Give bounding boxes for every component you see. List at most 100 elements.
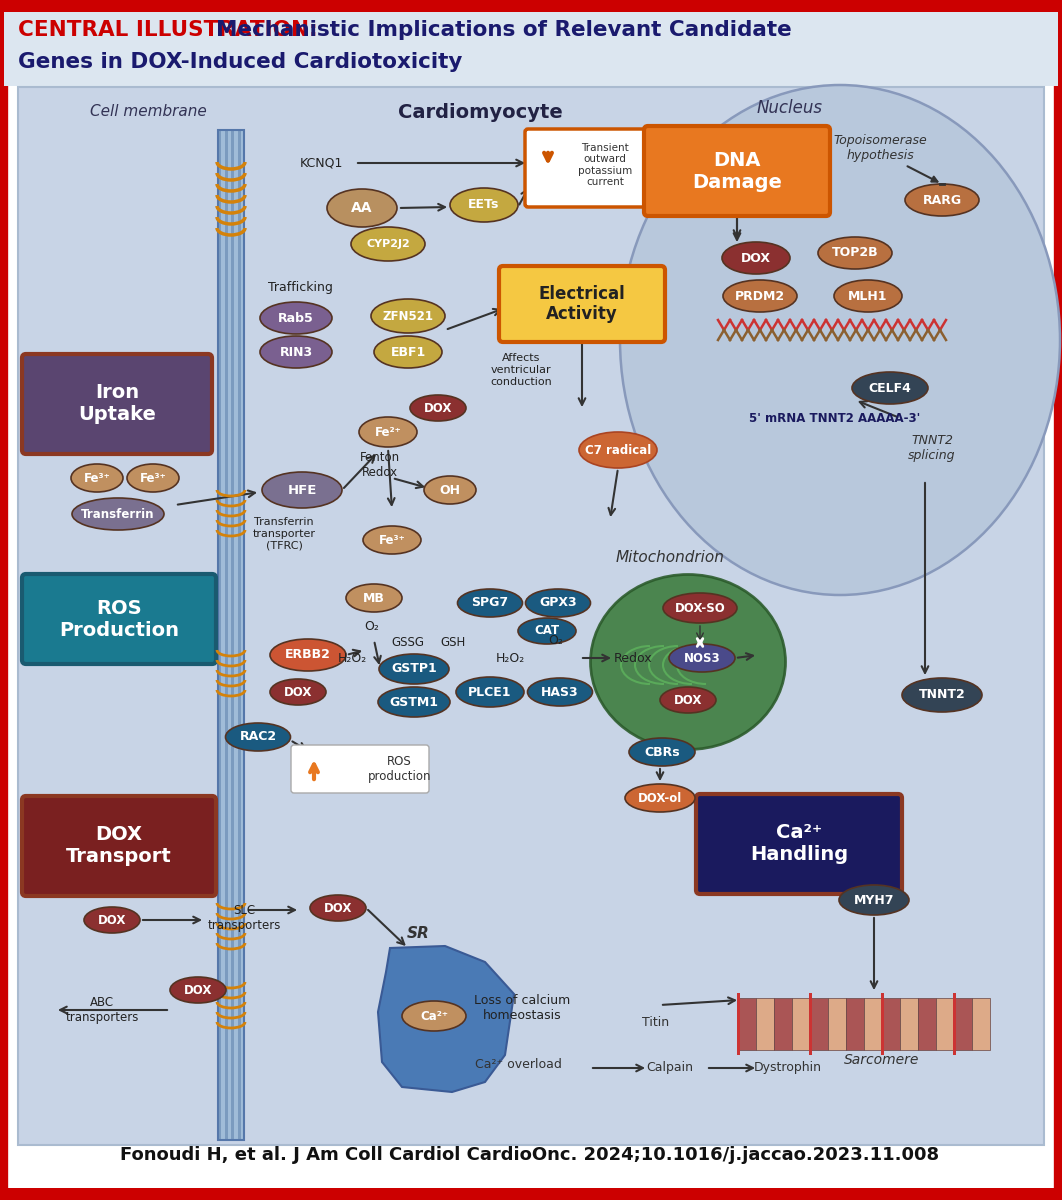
Text: HFE: HFE bbox=[288, 484, 316, 497]
Ellipse shape bbox=[663, 593, 737, 623]
Text: Fe²⁺: Fe²⁺ bbox=[375, 426, 401, 438]
Bar bbox=[737, 994, 740, 1055]
Text: GSTP1: GSTP1 bbox=[391, 662, 436, 676]
Bar bbox=[232, 130, 235, 1140]
Bar bbox=[221, 130, 224, 1140]
Ellipse shape bbox=[262, 472, 342, 508]
Text: Cell membrane: Cell membrane bbox=[89, 104, 206, 120]
Text: RAC2: RAC2 bbox=[239, 731, 276, 744]
Text: SPG7: SPG7 bbox=[472, 596, 509, 610]
Text: NOS3: NOS3 bbox=[684, 652, 720, 665]
Bar bbox=[936, 998, 954, 1050]
Ellipse shape bbox=[620, 85, 1060, 595]
Text: DOX: DOX bbox=[673, 694, 702, 707]
Text: Electrical
Activity: Electrical Activity bbox=[538, 284, 626, 323]
Text: Fe³⁺: Fe³⁺ bbox=[379, 534, 406, 546]
Text: Titin: Titin bbox=[643, 1015, 669, 1028]
Ellipse shape bbox=[818, 236, 892, 269]
Text: Mitochondrion: Mitochondrion bbox=[616, 551, 724, 565]
Text: PRDM2: PRDM2 bbox=[735, 289, 785, 302]
Bar bbox=[738, 998, 756, 1050]
Ellipse shape bbox=[352, 227, 425, 260]
Text: Ca²⁺ overload: Ca²⁺ overload bbox=[475, 1058, 562, 1072]
FancyBboxPatch shape bbox=[291, 745, 429, 793]
Bar bbox=[774, 998, 792, 1050]
Ellipse shape bbox=[225, 722, 291, 751]
Ellipse shape bbox=[456, 677, 524, 707]
Bar bbox=[18, 86, 1044, 1145]
Text: HAS3: HAS3 bbox=[542, 685, 579, 698]
Ellipse shape bbox=[270, 679, 326, 704]
Text: CAT: CAT bbox=[534, 624, 560, 637]
Text: DOX: DOX bbox=[284, 685, 312, 698]
Bar bbox=[218, 130, 221, 1140]
Bar bbox=[810, 998, 828, 1050]
Ellipse shape bbox=[410, 395, 466, 421]
Text: TNNT2: TNNT2 bbox=[919, 689, 965, 702]
Text: DOX: DOX bbox=[184, 984, 212, 996]
Text: DOX-SO: DOX-SO bbox=[674, 601, 725, 614]
Text: CYP2J2: CYP2J2 bbox=[366, 239, 410, 248]
Text: MYH7: MYH7 bbox=[854, 894, 894, 906]
FancyBboxPatch shape bbox=[22, 796, 216, 896]
Text: ABC
transporters: ABC transporters bbox=[65, 996, 139, 1024]
Text: Ca²⁺: Ca²⁺ bbox=[419, 1009, 448, 1022]
Text: DOX: DOX bbox=[424, 402, 452, 414]
Ellipse shape bbox=[722, 242, 790, 274]
Text: DOX: DOX bbox=[741, 252, 771, 264]
Ellipse shape bbox=[839, 886, 909, 914]
FancyBboxPatch shape bbox=[22, 574, 216, 664]
Bar bbox=[809, 994, 812, 1055]
Bar bbox=[235, 130, 238, 1140]
Text: ROS
production: ROS production bbox=[369, 755, 431, 782]
Bar bbox=[4, 4, 1058, 12]
Bar bbox=[972, 998, 990, 1050]
Text: DOX-ol: DOX-ol bbox=[638, 792, 682, 804]
FancyBboxPatch shape bbox=[4, 4, 1058, 1196]
Ellipse shape bbox=[371, 299, 445, 332]
Bar bbox=[238, 130, 241, 1140]
Text: Topoisomerase
hypothesis: Topoisomerase hypothesis bbox=[833, 134, 927, 162]
Text: Nucleus: Nucleus bbox=[757, 98, 823, 116]
Text: ERBB2: ERBB2 bbox=[285, 648, 331, 661]
Text: Fonoudi H, et al. J Am Coll Cardiol CardioOnc. 2024;10.1016/j.jaccao.2023.11.008: Fonoudi H, et al. J Am Coll Cardiol Card… bbox=[120, 1146, 940, 1164]
Text: Genes in DOX-Induced Cardiotoxicity: Genes in DOX-Induced Cardiotoxicity bbox=[18, 52, 462, 72]
Ellipse shape bbox=[834, 280, 902, 312]
Text: H₂O₂: H₂O₂ bbox=[495, 652, 525, 665]
Ellipse shape bbox=[379, 654, 449, 684]
Ellipse shape bbox=[346, 584, 402, 612]
Text: Loss of calcium
homeostasis: Loss of calcium homeostasis bbox=[474, 994, 570, 1022]
Text: EETs: EETs bbox=[468, 198, 500, 211]
Ellipse shape bbox=[72, 498, 164, 530]
FancyBboxPatch shape bbox=[644, 126, 830, 216]
Text: CELF4: CELF4 bbox=[869, 382, 911, 395]
Text: SLC
transporters: SLC transporters bbox=[207, 904, 280, 932]
Bar bbox=[953, 994, 956, 1055]
Text: TNNT2
splicing: TNNT2 splicing bbox=[908, 434, 956, 462]
Ellipse shape bbox=[127, 464, 179, 492]
Text: Fe³⁺: Fe³⁺ bbox=[84, 472, 110, 485]
Bar bbox=[792, 998, 810, 1050]
FancyBboxPatch shape bbox=[525, 128, 661, 206]
Ellipse shape bbox=[450, 188, 518, 222]
Text: Calpain: Calpain bbox=[647, 1062, 693, 1074]
Ellipse shape bbox=[518, 618, 576, 644]
Bar bbox=[900, 998, 918, 1050]
Bar bbox=[4, 1188, 1058, 1196]
Ellipse shape bbox=[260, 302, 332, 334]
Text: KCNQ1: KCNQ1 bbox=[299, 156, 343, 169]
Bar bbox=[4, 4, 1058, 86]
Text: Dystrophin: Dystrophin bbox=[754, 1062, 822, 1074]
Bar bbox=[828, 998, 846, 1050]
Text: DOX
Transport: DOX Transport bbox=[66, 826, 172, 866]
Ellipse shape bbox=[723, 280, 796, 312]
Ellipse shape bbox=[270, 638, 346, 671]
Ellipse shape bbox=[902, 678, 982, 712]
Ellipse shape bbox=[526, 589, 590, 617]
Text: ROS
Production: ROS Production bbox=[59, 599, 179, 640]
Bar bbox=[756, 998, 774, 1050]
Text: 5' mRNA TNNT2 AAAAA-3': 5' mRNA TNNT2 AAAAA-3' bbox=[750, 412, 921, 425]
Text: DOX: DOX bbox=[98, 913, 126, 926]
Ellipse shape bbox=[310, 895, 366, 922]
Bar bbox=[881, 994, 884, 1055]
